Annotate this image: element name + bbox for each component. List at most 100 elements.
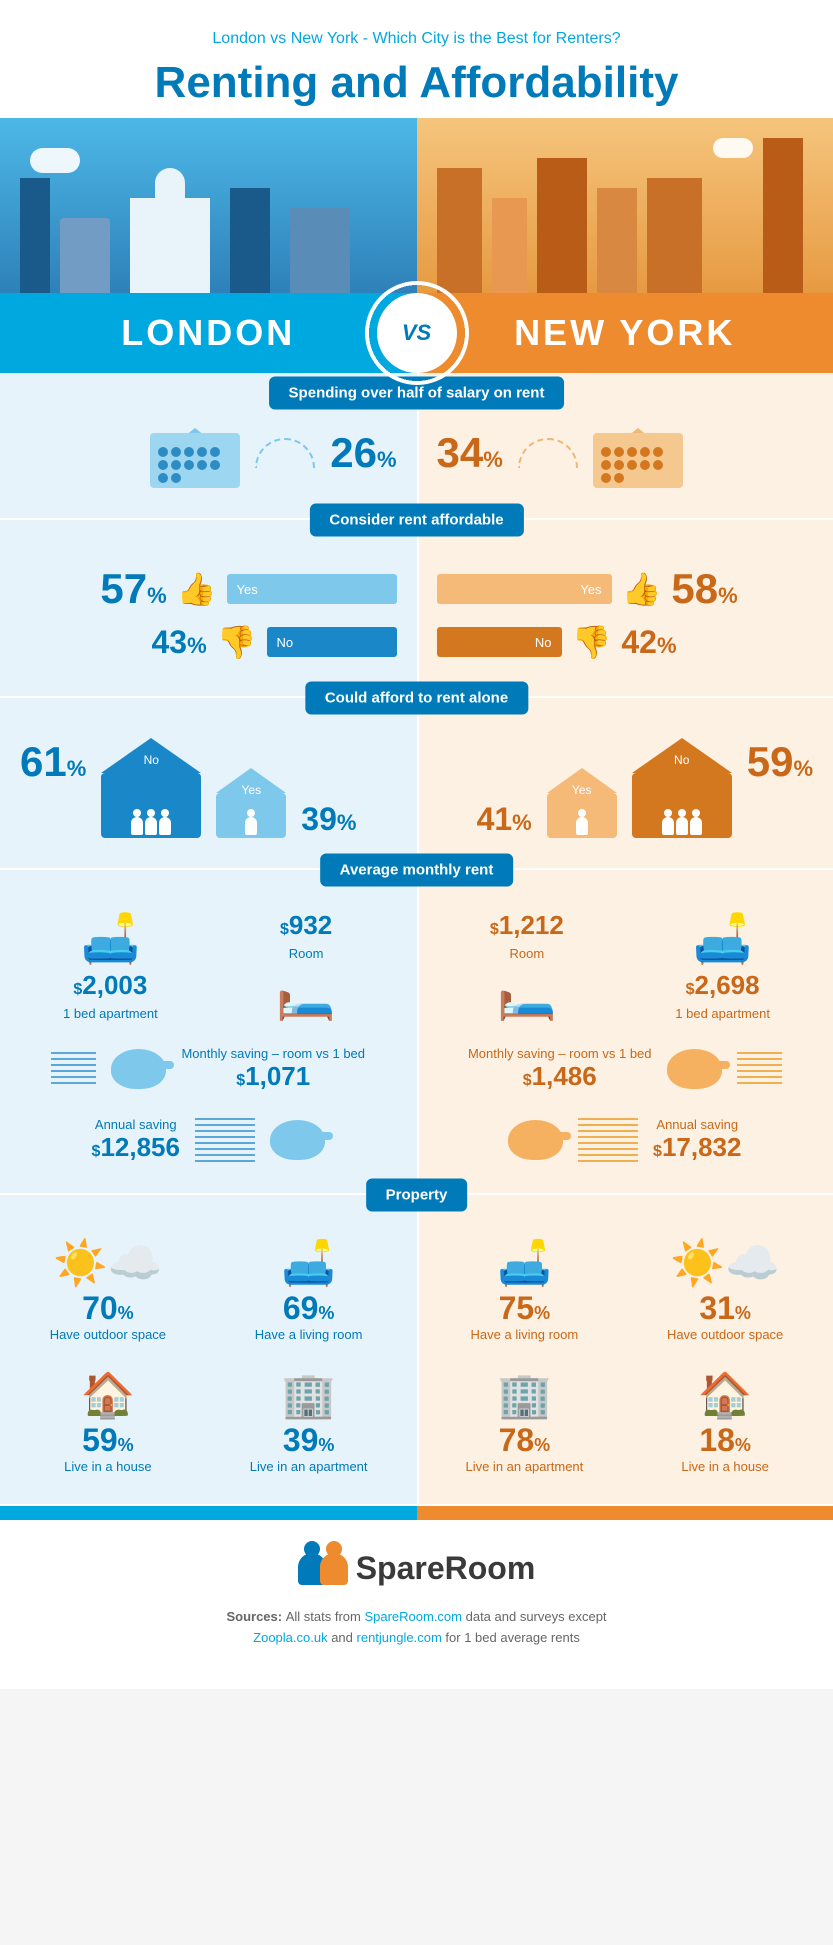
bar-row-yes: Yes 👍 58% — [437, 565, 738, 613]
thumbs-up-icon: 👍 — [177, 570, 217, 608]
section-property: Property ☀️☁️ 70% Have outdoor space 🛋️ … — [0, 1195, 833, 1506]
arc-icon — [518, 438, 578, 468]
house-icon — [593, 418, 683, 488]
piggy-icon — [111, 1049, 166, 1089]
section-rent: Average monthly rent 🛋️ $2,003 1 bed apa… — [0, 870, 833, 1195]
stat-value: 26% — [330, 429, 396, 477]
london-col: ☀️☁️ 70% Have outdoor space 🛋️ 69% Have … — [0, 1195, 417, 1504]
header: London vs New York - Which City is the B… — [0, 0, 833, 118]
brand-name: SpareRoom — [356, 1550, 536, 1587]
house-icon: Yes — [216, 768, 286, 838]
stat-value: 43% — [152, 624, 207, 661]
house-icon — [150, 418, 240, 488]
bottom-bars — [0, 1506, 833, 1520]
stat-value: 39% — [301, 801, 356, 838]
sofa-icon: 🛋️ — [221, 1235, 397, 1290]
infographic-page: London vs New York - Which City is the B… — [0, 0, 833, 1689]
sources-text: Sources: All stats from SpareRoom.com da… — [20, 1607, 813, 1649]
cloud-icon — [30, 148, 80, 173]
london-col: 57% 👍 Yes 43% 👎 No — [0, 520, 417, 696]
bar-no: No — [267, 627, 397, 657]
divider — [417, 870, 419, 1193]
house-icon: No — [101, 738, 201, 838]
cloud-icon — [713, 138, 753, 158]
rent-item: $932 Room 🛏️ — [216, 910, 397, 1021]
sofa-icon: 🛋️ — [437, 1235, 613, 1290]
stat-value: 41% — [477, 801, 532, 838]
building-icon: 🏢 — [437, 1367, 613, 1422]
rent-item: $1,212 Room 🛏️ — [437, 910, 618, 1021]
building-icon — [130, 198, 210, 298]
ny-col: $1,212 Room 🛏️ 🛋️ $2,698 1 bed apartment… — [417, 870, 833, 1193]
thumbs-up-icon: 👍 — [622, 570, 662, 608]
building-icon — [437, 168, 482, 298]
house-icon: 🏠 — [20, 1367, 196, 1422]
section-alone: Could afford to rent alone 61% No Yes 39… — [0, 698, 833, 870]
prop-item: 🏢 39% Live in an apartment — [221, 1367, 397, 1474]
coins-icon — [578, 1118, 638, 1163]
building-icon — [492, 198, 527, 298]
bar-row-yes: 57% 👍 Yes — [100, 565, 396, 613]
stat-value: 59% — [747, 738, 813, 786]
arc-icon — [255, 438, 315, 468]
bar-row-no: No 👎 42% — [437, 623, 677, 661]
building-icon — [647, 178, 702, 298]
skyline — [0, 118, 833, 298]
bar-yes: Yes — [437, 574, 612, 604]
ny-col: 🛋️ 75% Have a living room ☀️☁️ 31% Have … — [417, 1195, 833, 1504]
ny-col: Yes 👍 58% No 👎 42% — [417, 520, 833, 696]
section-affordable: Consider rent affordable 57% 👍 Yes 43% 👎… — [0, 520, 833, 698]
ny-ribbon: NEW YORK — [417, 293, 833, 373]
prop-item: 🛋️ 69% Have a living room — [221, 1235, 397, 1342]
vs-text: VS — [402, 320, 431, 346]
divider — [417, 520, 419, 696]
divider — [417, 1195, 419, 1504]
bar-yes: Yes — [227, 574, 397, 604]
coins-icon — [737, 1052, 782, 1087]
sun-icon: ☀️☁️ — [637, 1235, 813, 1290]
bed-icon: 🛏️ — [276, 966, 336, 1021]
page-title: Renting and Affordability — [20, 58, 813, 108]
city-name-ny: NEW YORK — [514, 312, 735, 354]
london-skyline — [0, 118, 417, 298]
prop-item: ☀️☁️ 31% Have outdoor space — [637, 1235, 813, 1342]
rent-item: 🛋️ $2,698 1 bed apartment — [632, 910, 813, 1021]
building-icon — [537, 158, 587, 298]
coins-icon — [51, 1052, 96, 1087]
sofa-icon: 🛋️ — [693, 910, 753, 965]
vs-badge: VS — [377, 293, 457, 373]
building-icon — [230, 188, 270, 298]
thumbs-down-icon: 👎 — [572, 623, 612, 661]
rent-item: Monthly saving – room vs 1 bed $1,071 — [20, 1046, 397, 1092]
bar-ny — [417, 1506, 833, 1520]
ny-col: 41% Yes No 59% — [417, 698, 833, 868]
section-salary: Spending over half of salary on rent 26%… — [0, 373, 833, 520]
section-label: Consider rent affordable — [309, 504, 523, 537]
stat-value: 42% — [621, 624, 676, 661]
house-icon: 🏠 — [637, 1367, 813, 1422]
section-label: Property — [366, 1179, 468, 1212]
building-icon — [290, 208, 350, 298]
sofa-icon: 🛋️ — [80, 910, 140, 965]
section-label: Could afford to rent alone — [305, 682, 528, 715]
footer: SpareRoom Sources: All stats from SpareR… — [0, 1520, 833, 1689]
prop-item: ☀️☁️ 70% Have outdoor space — [20, 1235, 196, 1342]
piggy-icon — [508, 1120, 563, 1160]
london-col: 61% No Yes 39% — [0, 698, 417, 868]
stat-value: 58% — [671, 565, 737, 613]
london-ribbon: LONDON — [0, 293, 417, 373]
building-icon — [60, 218, 110, 298]
house-icon: No — [632, 738, 732, 838]
stat-value: 61% — [20, 738, 86, 786]
divider — [417, 698, 419, 868]
piggy-icon — [270, 1120, 325, 1160]
rent-item: Annual saving $17,832 — [437, 1117, 814, 1163]
sun-icon: ☀️☁️ — [20, 1235, 196, 1290]
prop-item: 🛋️ 75% Have a living room — [437, 1235, 613, 1342]
building-icon — [597, 188, 637, 298]
logo-icon — [298, 1553, 348, 1585]
piggy-icon — [667, 1049, 722, 1089]
coins-icon — [195, 1118, 255, 1163]
ny-skyline — [417, 118, 833, 298]
rent-item: Monthly saving – room vs 1 bed $1,486 — [437, 1046, 814, 1092]
